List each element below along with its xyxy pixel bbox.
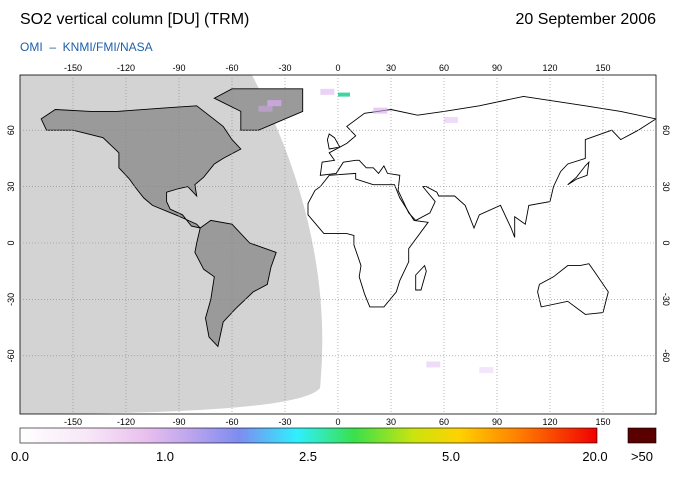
madagascar: [415, 264, 427, 291]
so2-patch: [426, 361, 441, 368]
lon-tick-label: -90: [172, 63, 185, 73]
lat-tick-label: 60: [661, 125, 671, 135]
colorbar-label: 2.5: [299, 449, 317, 464]
lat-tick-label: -60: [661, 349, 671, 362]
lon-tick-label: -60: [225, 63, 238, 73]
so2-patch: [338, 92, 350, 97]
so2-patch: [444, 117, 458, 124]
colorbar-label: 1.0: [156, 449, 174, 464]
africa: [307, 172, 429, 308]
lon-tick-label: 120: [542, 417, 557, 427]
title: SO2 vertical column [DU] (TRM): [20, 11, 249, 28]
lat-tick-label: 0: [6, 240, 16, 245]
lon-tick-label: 0: [335, 417, 340, 427]
lon-tick-label: 30: [386, 417, 396, 427]
lon-tick-label: -120: [117, 417, 135, 427]
colorbar-overflow: [627, 427, 657, 444]
lon-tick-label: -30: [278, 63, 291, 73]
lon-tick-label: 120: [542, 63, 557, 73]
lon-tick-label: -90: [172, 417, 185, 427]
so2-patch: [479, 367, 494, 374]
lat-tick-label: 60: [6, 125, 16, 135]
lon-tick-label: 0: [335, 63, 340, 73]
japan: [567, 160, 590, 186]
night-shading: [20, 75, 323, 414]
so2-patch: [320, 88, 335, 95]
lon-tick-label: 90: [492, 63, 502, 73]
credit: OMI – KNMI/FMI/NASA: [20, 40, 153, 54]
lon-tick-label: -30: [278, 417, 291, 427]
lon-tick-label: -150: [64, 63, 82, 73]
colorbar-label: 20.0: [582, 449, 607, 464]
lon-tick-label: -150: [64, 417, 82, 427]
so2-patch: [258, 105, 273, 112]
so2-patch: [267, 100, 282, 107]
north-america: [40, 105, 242, 229]
lon-tick-label: 90: [492, 417, 502, 427]
lon-tick-label: 60: [439, 63, 449, 73]
lon-tick-label: 30: [386, 63, 396, 73]
eurasia: [319, 95, 656, 238]
lon-tick-label: 150: [595, 63, 610, 73]
lon-tick-label: 60: [439, 417, 449, 427]
colorbar: [19, 427, 598, 444]
lat-tick-label: 30: [661, 182, 671, 192]
colorbar-label: 0.0: [11, 449, 29, 464]
lon-tick-label: -60: [225, 417, 238, 427]
lat-tick-label: -30: [6, 293, 16, 306]
so2-patch: [373, 107, 388, 114]
date: 20 September 2006: [515, 11, 656, 28]
lat-tick-label: 30: [6, 182, 16, 192]
lat-tick-label: -30: [661, 293, 671, 306]
south-america: [194, 219, 277, 348]
colorbar-label: 5.0: [442, 449, 460, 464]
australia: [537, 263, 609, 315]
lon-tick-label: -120: [117, 63, 135, 73]
lat-tick-label: -60: [6, 349, 16, 362]
lon-tick-label: 150: [595, 417, 610, 427]
lat-tick-label: 0: [661, 240, 671, 245]
colorbar-overflow-label: >50: [631, 449, 653, 464]
